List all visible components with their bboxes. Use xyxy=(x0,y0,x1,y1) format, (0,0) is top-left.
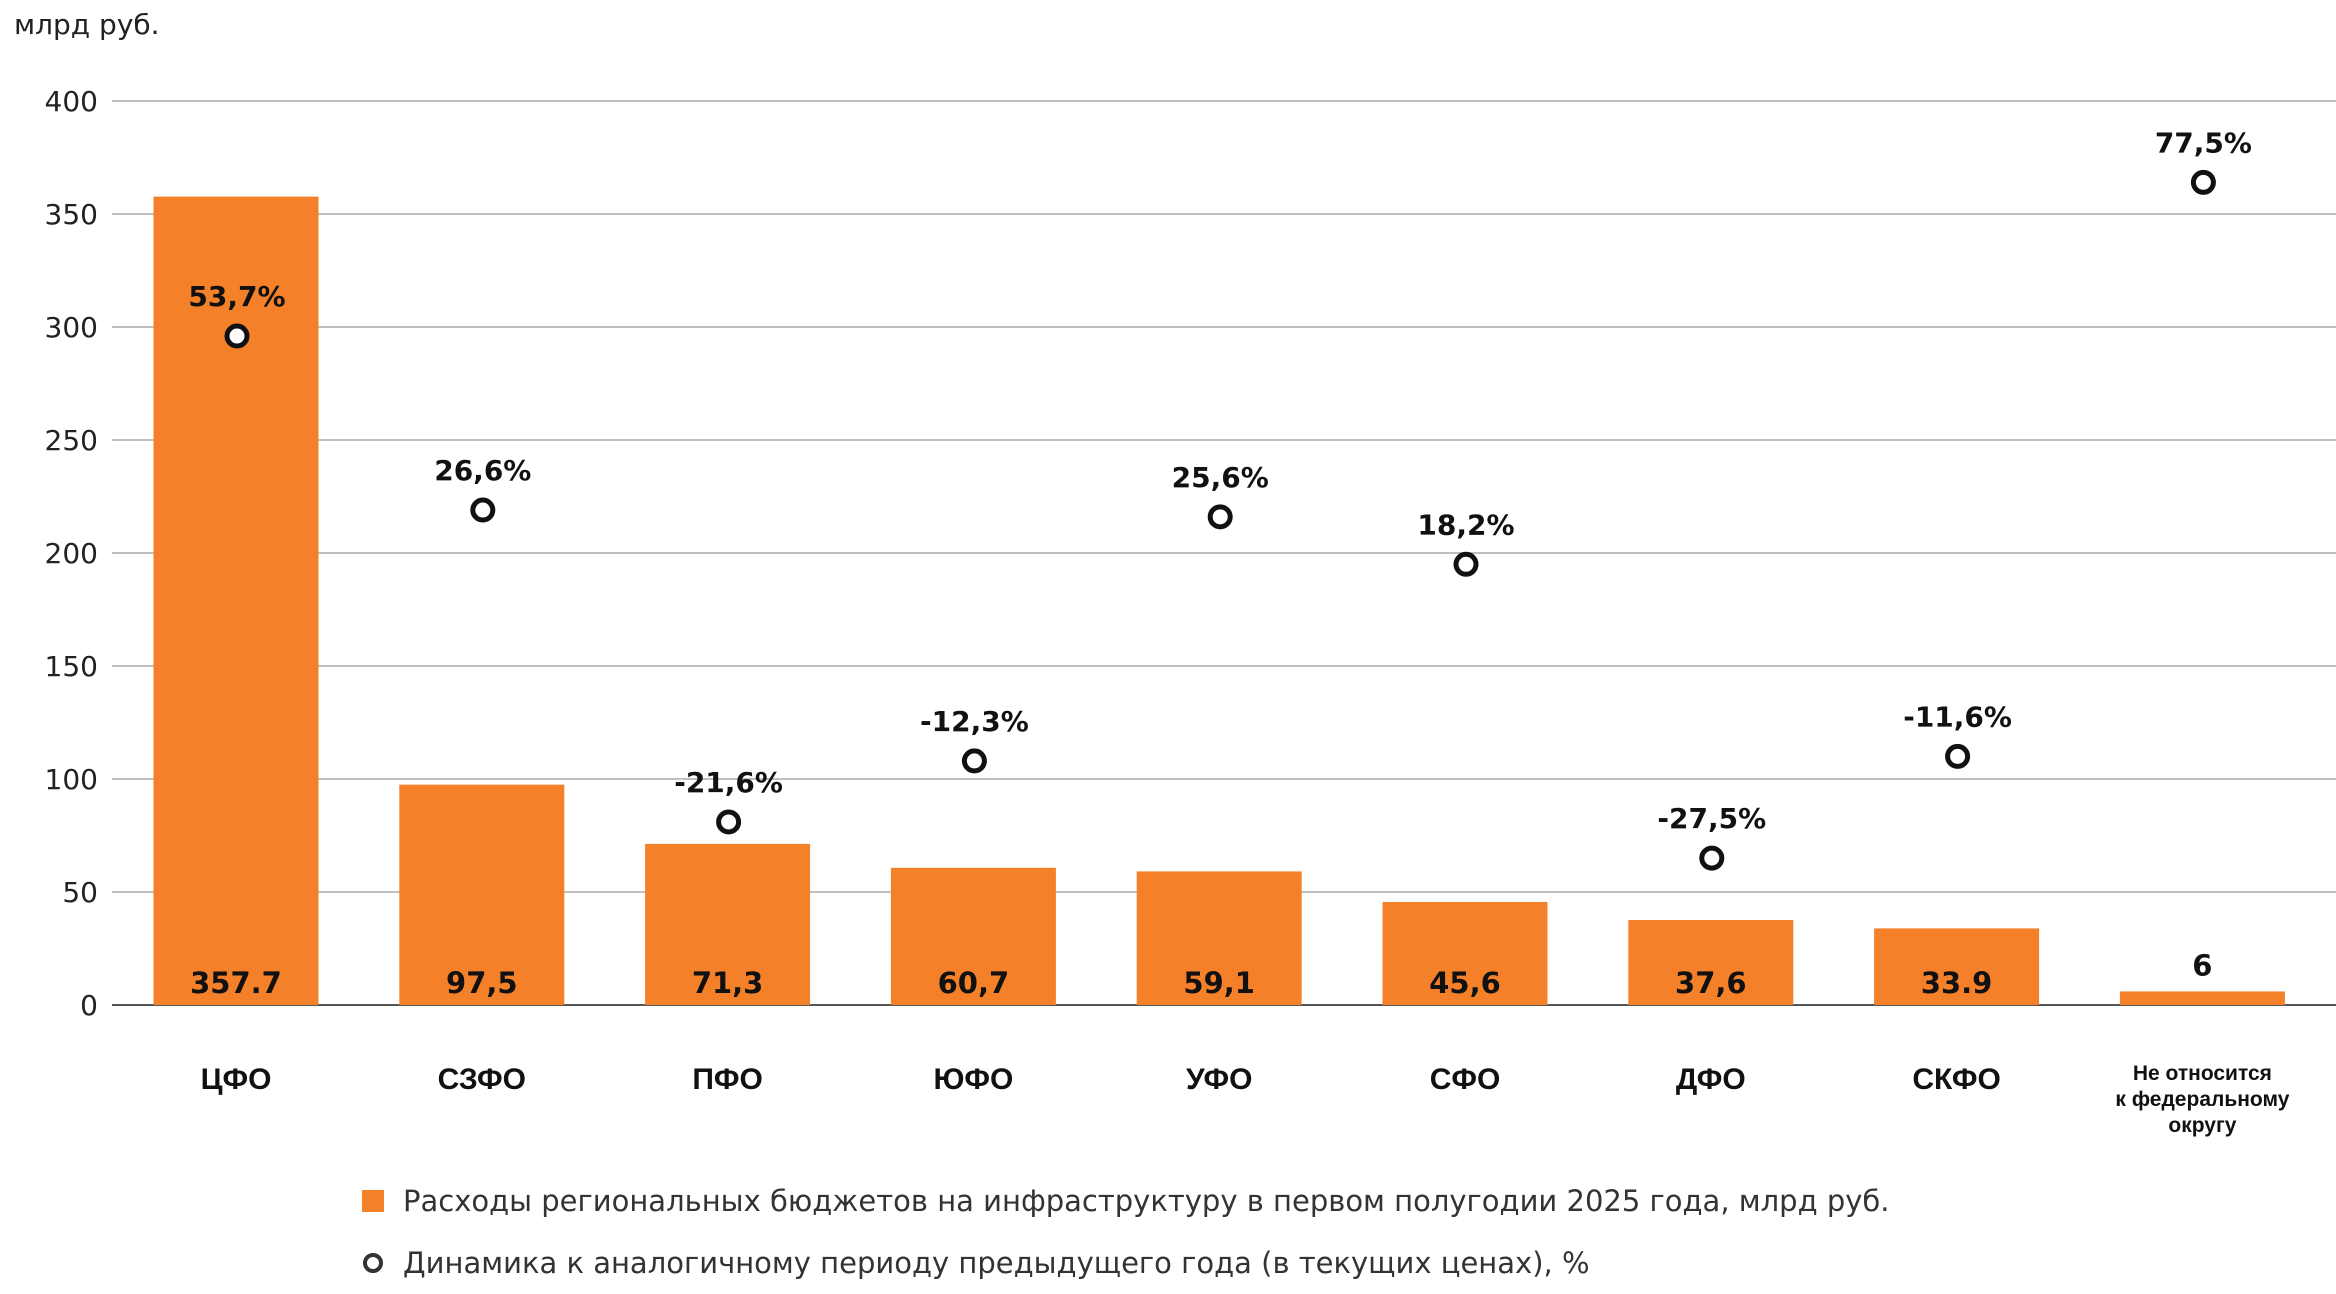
dynamics-value-label: 18,2% xyxy=(1417,508,1514,541)
category-label: УФО xyxy=(1186,1063,1252,1096)
dynamics-marker xyxy=(470,497,496,523)
dynamics-value-label: -21,6% xyxy=(674,766,783,799)
bar xyxy=(399,784,565,1005)
dynamics-value-label: 77,5% xyxy=(2155,126,2252,159)
bar-value-label: 33.9 xyxy=(1921,966,1993,1000)
dynamics-value-label: -12,3% xyxy=(920,705,1029,738)
dynamics-marker xyxy=(961,748,987,774)
category-label: Не относится к федеральному округу xyxy=(2115,1062,2289,1137)
category-label: СФО xyxy=(1430,1063,1501,1096)
legend-marker-swatch xyxy=(363,1253,383,1273)
dynamics-value-label: 53,7% xyxy=(188,280,285,313)
y-tick-label: 350 xyxy=(45,198,98,231)
y-tick-label: 100 xyxy=(45,763,98,796)
category-label: СЗФО xyxy=(438,1063,526,1096)
y-tick-label: 50 xyxy=(62,876,98,909)
category-label: ЮФО xyxy=(933,1063,1013,1096)
dynamics-value-label: 26,6% xyxy=(434,454,531,487)
y-axis-unit-label: млрд руб. xyxy=(14,8,160,41)
bars xyxy=(153,196,2285,1005)
bar xyxy=(1874,928,2040,1005)
legend: Расходы региональных бюджетов на инфраст… xyxy=(362,1184,1890,1280)
bar-value-label: 357.7 xyxy=(190,966,282,1000)
bar-value-label: 59,1 xyxy=(1183,966,1255,1000)
bar-value-label: 97,5 xyxy=(446,966,518,1000)
bar xyxy=(1136,871,1302,1005)
y-tick-label: 0 xyxy=(80,989,98,1022)
dynamics-value-label: -11,6% xyxy=(1903,700,2012,733)
dynamics-marker xyxy=(716,809,742,835)
dynamics-marker xyxy=(1207,504,1233,530)
legend-bar-label: Расходы региональных бюджетов на инфраст… xyxy=(403,1184,1890,1218)
legend-marker-label: Динамика к аналогичному периоду предыдущ… xyxy=(403,1246,1590,1280)
y-tick-label: 150 xyxy=(45,650,98,683)
dynamics-marker xyxy=(224,323,250,349)
y-axis-ticks: 0 50 100 150 200 250 300 350 400 xyxy=(45,85,98,1022)
bar xyxy=(2119,991,2285,1005)
dynamics-value-label: 25,6% xyxy=(1172,461,1269,494)
y-tick-label: 200 xyxy=(45,537,98,570)
bar-value-labels: 357.7 97,5 71,3 60,7 59,1 45,6 37,6 33.9 6 xyxy=(190,948,2212,1000)
dynamics-marker xyxy=(1453,551,1479,577)
category-label-line: округу xyxy=(2168,1114,2236,1137)
bar xyxy=(1628,920,1794,1005)
category-label-line: к федеральному xyxy=(2115,1088,2289,1111)
bar-value-label: 60,7 xyxy=(938,966,1010,1000)
dynamics-marker xyxy=(1945,743,1971,769)
category-label-line: Не относится xyxy=(2133,1062,2272,1085)
bar-value-label: 45,6 xyxy=(1429,966,1501,1000)
bar xyxy=(153,196,319,1005)
dynamics-marker xyxy=(2190,169,2216,195)
y-tick-label: 250 xyxy=(45,424,98,457)
y-tick-label: 300 xyxy=(45,311,98,344)
x-axis-category-labels: ЦФО СЗФО ПФО ЮФО УФО СФО ДФО СКФО Не относится к … xyxy=(201,1062,2290,1137)
bar-value-label: 37,6 xyxy=(1675,966,1747,1000)
bar xyxy=(890,867,1056,1005)
category-label: ЦФО xyxy=(201,1063,272,1096)
dynamics-labels: 53,7% 26,6% -21,6% -12,3% 25,6% 18,2% -27,5% -1… xyxy=(188,126,2252,835)
category-label: ДФО xyxy=(1676,1063,1746,1096)
dynamics-value-label: -27,5% xyxy=(1657,802,1766,835)
dynamics-markers xyxy=(224,169,2216,871)
y-tick-label: 400 xyxy=(45,85,98,118)
legend-bar-swatch xyxy=(362,1190,384,1212)
dynamics-marker xyxy=(1699,845,1725,871)
bar xyxy=(1382,901,1548,1005)
bar xyxy=(645,843,811,1005)
bar-value-label: 6 xyxy=(2192,948,2212,982)
category-label: ПФО xyxy=(692,1063,763,1096)
category-label: СКФО xyxy=(1912,1063,2001,1096)
bar-value-label: 71,3 xyxy=(692,966,764,1000)
